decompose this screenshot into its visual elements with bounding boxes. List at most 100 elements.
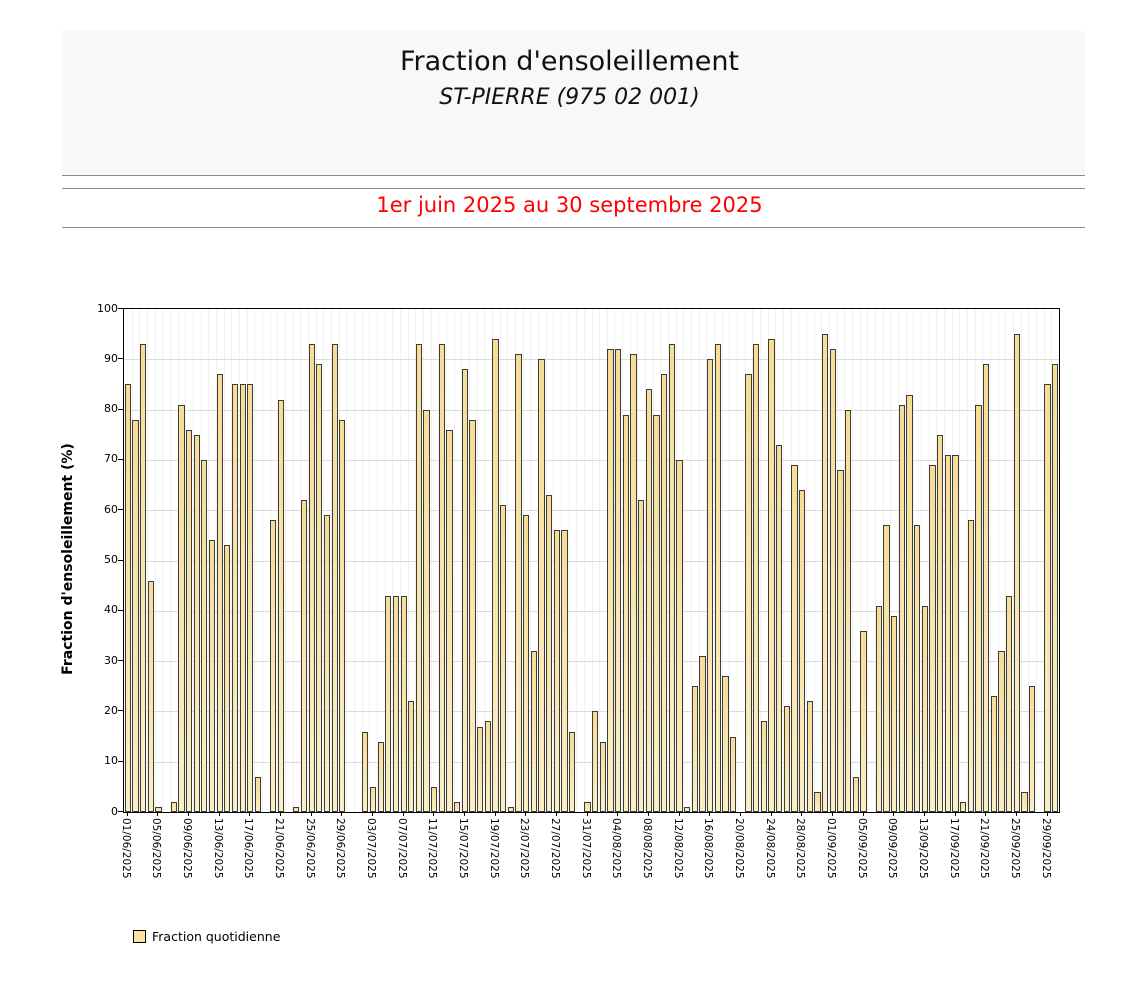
daily-fraction-bar xyxy=(890,615,898,812)
daily-fraction-bar xyxy=(492,339,499,812)
daily-fraction-bar xyxy=(990,696,997,812)
x-tick-label: 25/06/2025 xyxy=(303,818,316,879)
x-tick-mark xyxy=(954,812,956,816)
y-tick-mark xyxy=(118,559,123,561)
daily-fraction-bar xyxy=(254,776,262,812)
x-tick-mark xyxy=(402,812,404,816)
daily-fraction-bar xyxy=(622,414,629,812)
daily-fraction-bar xyxy=(975,404,982,812)
y-tick-mark xyxy=(118,609,123,611)
y-tick-mark xyxy=(118,760,123,762)
daily-fraction-bar xyxy=(553,530,561,812)
daily-fraction-bar xyxy=(599,741,606,812)
x-tick-mark xyxy=(831,812,833,816)
daily-fraction-bar xyxy=(561,530,568,812)
daily-fraction-bar xyxy=(500,505,507,812)
daily-fraction-bar xyxy=(277,399,285,812)
horizontal-gridline xyxy=(124,711,1059,713)
x-tick-mark xyxy=(739,812,741,816)
daily-fraction-bar xyxy=(362,731,369,812)
daily-fraction-bar xyxy=(523,515,530,812)
x-tick-label: 21/09/2025 xyxy=(978,818,991,879)
daily-fraction-bar xyxy=(783,706,790,812)
x-tick-mark xyxy=(617,812,619,816)
x-tick-label: 29/09/2025 xyxy=(1039,818,1052,879)
y-tick-label: 10 xyxy=(104,754,118,768)
x-tick-mark xyxy=(923,812,925,816)
daily-fraction-bar xyxy=(546,495,553,812)
daily-fraction-bar xyxy=(1005,595,1013,812)
daily-fraction-bar xyxy=(929,464,936,812)
x-tick-mark xyxy=(678,812,680,816)
y-tick-mark xyxy=(118,358,123,360)
x-tick-mark xyxy=(372,812,374,816)
x-tick-mark xyxy=(770,812,772,816)
x-tick-label: 13/06/2025 xyxy=(211,818,224,879)
daily-fraction-bar xyxy=(185,429,193,812)
x-tick-label: 20/08/2025 xyxy=(732,818,745,879)
legend-swatch-icon xyxy=(133,930,146,943)
daily-fraction-bar xyxy=(454,801,461,812)
daily-fraction-bar xyxy=(431,786,438,812)
x-tick-label: 21/06/2025 xyxy=(273,818,286,879)
x-tick-label: 12/08/2025 xyxy=(671,818,684,879)
daily-fraction-bar xyxy=(936,434,944,812)
daily-fraction-bar xyxy=(178,404,185,812)
daily-fraction-bar xyxy=(799,490,806,812)
daily-fraction-bar xyxy=(392,595,400,812)
daily-fraction-bar xyxy=(967,520,974,812)
legend-label: Fraction quotidienne xyxy=(152,929,281,944)
daily-fraction-bar xyxy=(982,364,990,812)
x-tick-mark xyxy=(280,812,282,816)
period-label: 1er juin 2025 au 30 septembre 2025 xyxy=(376,193,763,217)
x-tick-label: 27/07/2025 xyxy=(549,818,561,879)
y-tick-mark xyxy=(118,408,123,410)
daily-fraction-bar xyxy=(768,339,775,812)
daily-fraction-bar xyxy=(331,344,338,812)
header-panel xyxy=(62,31,1085,175)
bar-chart-plot-area xyxy=(123,308,1060,813)
x-tick-mark xyxy=(188,812,190,816)
daily-fraction-bar xyxy=(630,354,637,812)
daily-fraction-bar xyxy=(147,580,154,812)
period-bottom-rule xyxy=(62,227,1085,228)
x-tick-mark xyxy=(556,812,557,816)
daily-fraction-bar xyxy=(883,525,890,812)
x-tick-label: 17/09/2025 xyxy=(947,818,960,879)
daily-fraction-bar xyxy=(208,540,216,812)
y-tick-mark xyxy=(118,710,123,712)
daily-fraction-bar xyxy=(224,545,231,812)
daily-fraction-bar xyxy=(446,429,453,812)
daily-fraction-bar xyxy=(829,349,836,812)
y-tick-mark xyxy=(118,509,123,511)
x-tick-label: 15/07/2025 xyxy=(457,818,470,879)
daily-fraction-bar xyxy=(400,595,407,812)
daily-fraction-bar xyxy=(852,776,859,812)
x-tick-label: 04/08/2025 xyxy=(610,818,623,879)
daily-fraction-bar xyxy=(270,520,277,812)
daily-fraction-bar xyxy=(722,676,729,812)
x-tick-label: 01/09/2025 xyxy=(824,818,837,879)
horizontal-gridline xyxy=(124,761,1059,763)
daily-fraction-bar xyxy=(377,741,384,812)
y-tick-label: 30 xyxy=(104,653,118,667)
daily-fraction-bar xyxy=(699,656,706,812)
daily-fraction-bar xyxy=(461,369,469,812)
y-tick-label: 60 xyxy=(104,502,118,516)
horizontal-gridline xyxy=(124,510,1059,512)
daily-fraction-bar xyxy=(1021,791,1028,812)
horizontal-gridline xyxy=(124,560,1059,562)
daily-fraction-bar xyxy=(638,500,645,812)
daily-fraction-bar xyxy=(806,701,813,812)
x-tick-mark xyxy=(433,812,435,816)
daily-fraction-bar xyxy=(913,525,921,812)
chart-legend: Fraction quotidienne xyxy=(133,929,280,944)
x-tick-label: 07/07/2025 xyxy=(395,818,408,879)
daily-fraction-bar xyxy=(132,419,139,812)
daily-fraction-bar xyxy=(339,419,346,812)
horizontal-gridline xyxy=(124,409,1059,411)
daily-fraction-bar xyxy=(484,721,492,812)
y-tick-label: 100 xyxy=(97,301,118,315)
x-tick-mark xyxy=(464,812,466,816)
daily-fraction-bar xyxy=(776,444,783,812)
